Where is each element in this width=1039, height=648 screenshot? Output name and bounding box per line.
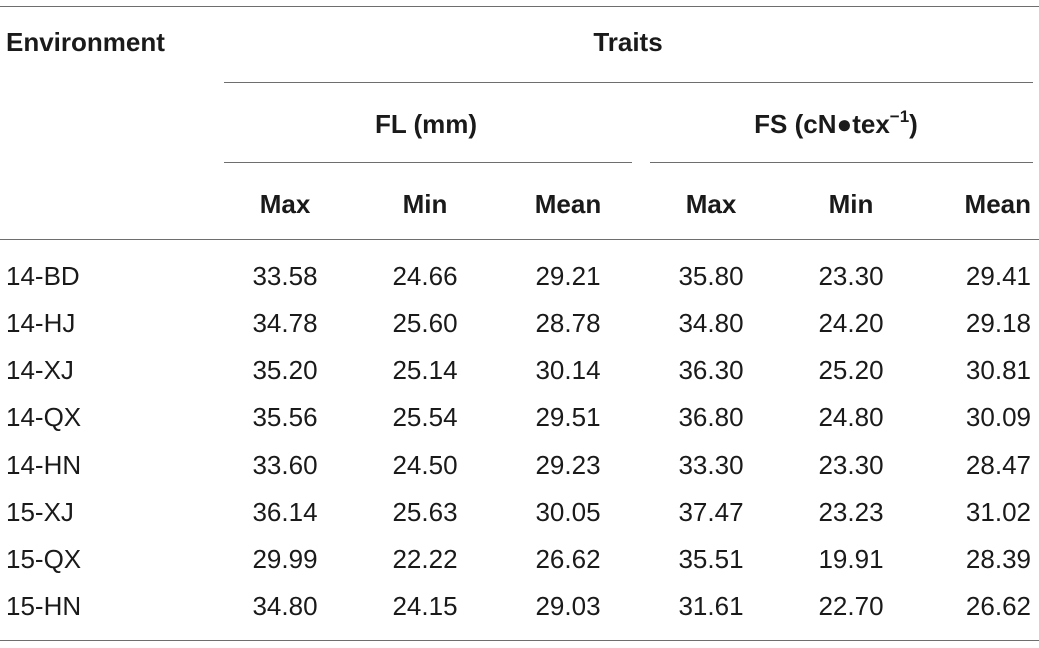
row-2-fs-mean: 29.18 [965, 308, 1031, 338]
row-5-fl-min: 24.50 [392, 450, 458, 480]
fs-group-close: ) [909, 109, 918, 139]
column-header-fl-mean: Mean [534, 189, 602, 219]
row-3-fs-max: 36.30 [678, 355, 744, 385]
row-1-fl-mean: 29.21 [535, 261, 601, 291]
environment-header: Environment [6, 27, 165, 57]
row-8-fs-max: 31.61 [678, 591, 744, 621]
row-1-environment: 14-BD [6, 261, 80, 291]
row-7-fs-max: 35.51 [678, 544, 744, 574]
row-7-environment: 15-QX [6, 544, 82, 574]
row-1-fs-min: 23.30 [818, 261, 884, 291]
row-2-environment: 14-HJ [6, 308, 76, 338]
row-3-fl-mean: 30.14 [535, 355, 601, 385]
row-5-fl-max: 33.60 [252, 450, 318, 480]
row-4-fl-min: 25.54 [392, 402, 458, 432]
row-5-fs-max: 33.30 [678, 450, 744, 480]
column-header-fs-max: Max [685, 189, 737, 219]
fl-group-header: FL (mm) [374, 109, 478, 139]
row-3-fs-mean: 30.81 [965, 355, 1031, 385]
fl-group-rule [224, 162, 632, 163]
row-5-environment: 14-HN [6, 450, 82, 480]
row-1-fl-max: 33.58 [252, 261, 318, 291]
traits-header: Traits [593, 27, 663, 57]
row-3-environment: 14-XJ [6, 355, 74, 385]
traits-rule [224, 82, 1033, 83]
row-2-fl-mean: 28.78 [535, 308, 601, 338]
row-2-fl-max: 34.78 [252, 308, 318, 338]
row-7-fl-mean: 26.62 [535, 544, 601, 574]
row-8-environment: 15-HN [6, 591, 82, 621]
row-7-fl-min: 22.22 [392, 544, 458, 574]
row-7-fl-max: 29.99 [252, 544, 318, 574]
column-header-fs-mean: Mean [964, 189, 1031, 219]
row-7-fs-mean: 28.39 [965, 544, 1031, 574]
row-1-fl-min: 24.66 [392, 261, 458, 291]
header-bottom-rule [0, 239, 1039, 240]
row-4-fl-mean: 29.51 [535, 402, 601, 432]
row-6-environment: 15-XJ [6, 497, 74, 527]
row-4-fs-max: 36.80 [678, 402, 744, 432]
fs-group-rule [650, 162, 1033, 163]
top-rule [0, 6, 1039, 7]
row-8-fl-mean: 29.03 [535, 591, 601, 621]
row-1-fs-mean: 29.41 [965, 261, 1031, 291]
row-6-fs-max: 37.47 [678, 497, 744, 527]
bottom-rule [0, 640, 1039, 641]
fs-group-sup: −1 [889, 107, 910, 126]
row-6-fl-max: 36.14 [252, 497, 318, 527]
column-header-fl-max: Max [259, 189, 311, 219]
row-5-fl-mean: 29.23 [535, 450, 601, 480]
row-7-fs-min: 19.91 [818, 544, 884, 574]
row-6-fl-mean: 30.05 [535, 497, 601, 527]
row-2-fs-max: 34.80 [678, 308, 744, 338]
row-3-fl-max: 35.20 [252, 355, 318, 385]
row-8-fl-max: 34.80 [252, 591, 318, 621]
row-3-fl-min: 25.14 [392, 355, 458, 385]
row-8-fl-min: 24.15 [392, 591, 458, 621]
row-8-fs-min: 22.70 [818, 591, 884, 621]
fs-group-header: FS (cN●tex−1) [754, 108, 918, 139]
row-5-fs-mean: 28.47 [965, 450, 1031, 480]
row-6-fl-min: 25.63 [392, 497, 458, 527]
row-6-fs-min: 23.23 [818, 497, 884, 527]
row-2-fl-min: 25.60 [392, 308, 458, 338]
row-4-fs-min: 24.80 [818, 402, 884, 432]
row-4-environment: 14-QX [6, 402, 82, 432]
row-3-fs-min: 25.20 [818, 355, 884, 385]
column-header-fs-min: Min [828, 189, 874, 219]
row-4-fl-max: 35.56 [252, 402, 318, 432]
row-5-fs-min: 23.30 [818, 450, 884, 480]
fs-group-base: FS (cN●tex [754, 109, 890, 139]
row-1-fs-max: 35.80 [678, 261, 744, 291]
row-4-fs-mean: 30.09 [965, 402, 1031, 432]
row-6-fs-mean: 31.02 [965, 497, 1031, 527]
row-8-fs-mean: 26.62 [965, 591, 1031, 621]
row-2-fs-min: 24.20 [818, 308, 884, 338]
column-header-fl-min: Min [402, 189, 448, 219]
